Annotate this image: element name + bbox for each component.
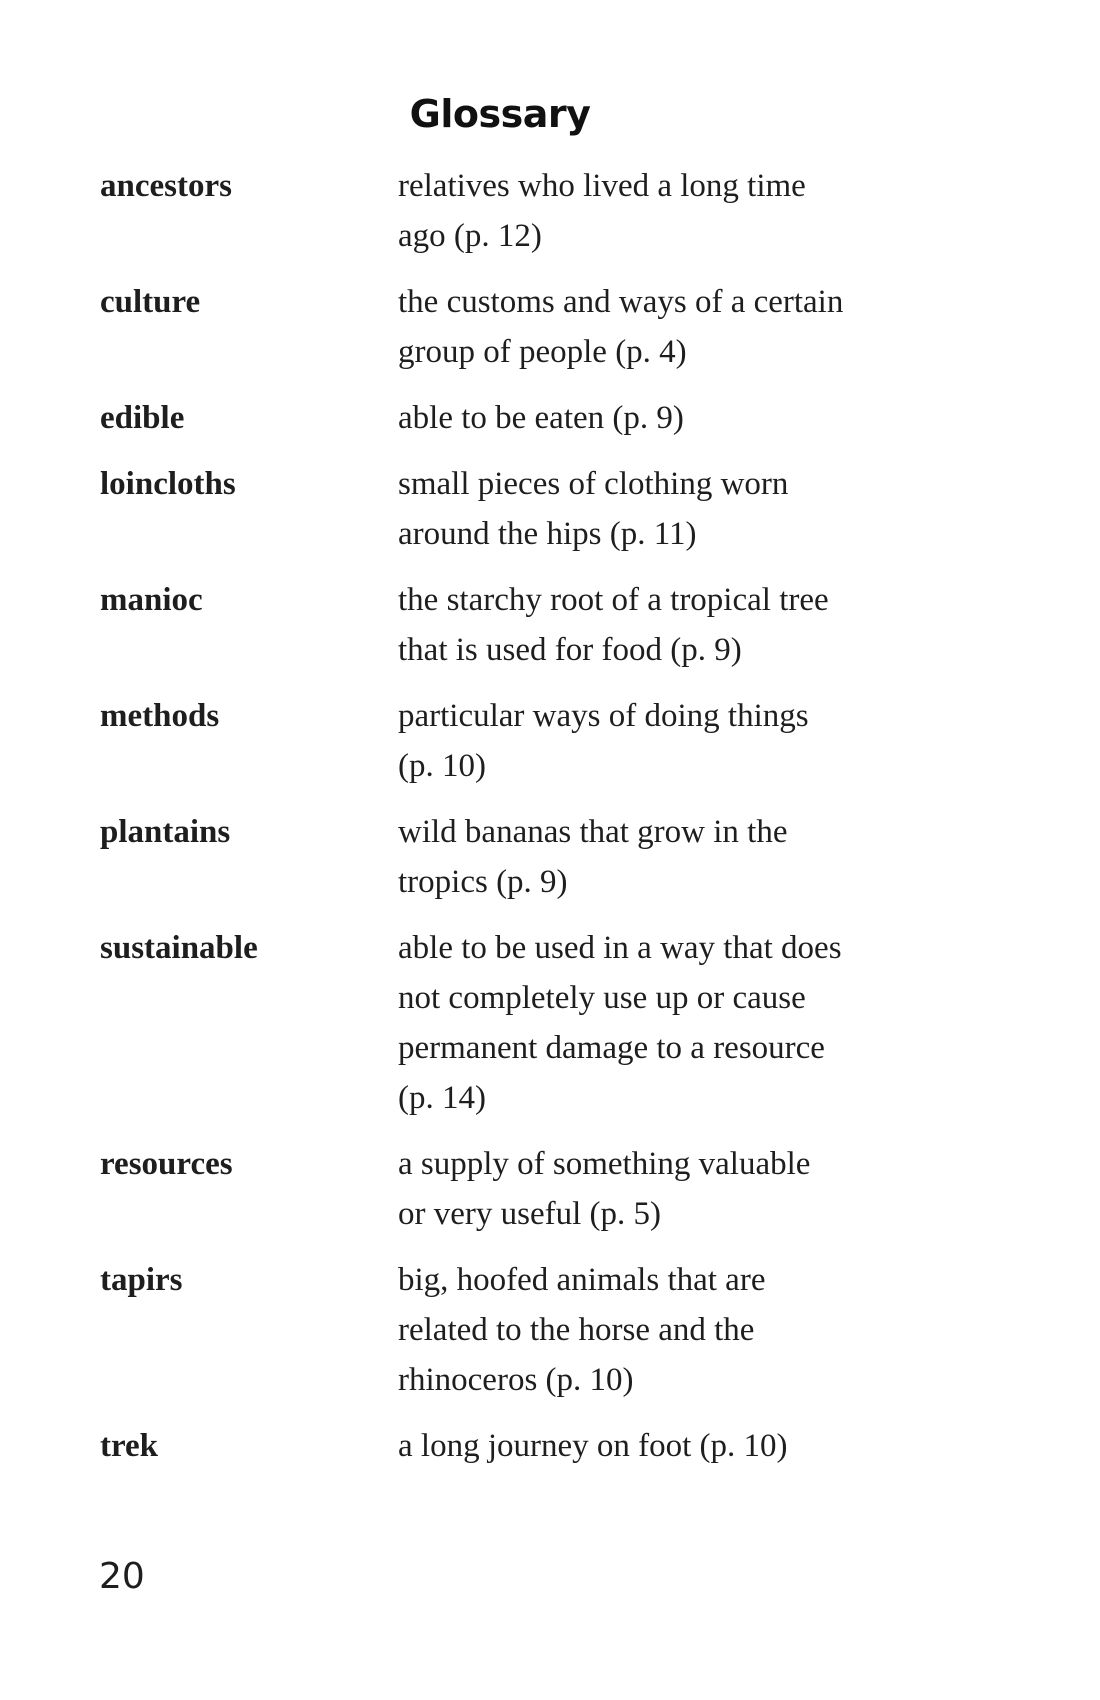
- glossary-definition: able to be eaten (p. 9): [398, 393, 684, 443]
- glossary-term: manioc: [100, 582, 203, 618]
- glossary-definition: wild bananas that grow in the tropics (p…: [398, 807, 788, 907]
- definition-line: a long journey on foot (p. 10): [398, 1428, 788, 1464]
- glossary-definition: the starchy root of a tropical tree that…: [398, 575, 829, 675]
- definition-line: permanent damage to a resource: [398, 1030, 825, 1066]
- definition-line: big, hoofed animals that are: [398, 1262, 766, 1298]
- definition-line: small pieces of clothing worn: [398, 466, 789, 502]
- definition-line: able to be eaten (p. 9): [398, 400, 684, 436]
- glossary-term: culture: [100, 284, 201, 320]
- definition-line: related to the horse and the: [398, 1312, 755, 1348]
- definition-line: that is used for food (p. 9): [398, 632, 742, 668]
- glossary-term: loincloths: [100, 466, 236, 502]
- glossary-term: resources: [100, 1146, 233, 1182]
- definition-line: able to be used in a way that does: [398, 930, 842, 966]
- page-title: Glossary: [409, 92, 591, 136]
- glossary-definition: particular ways of doing things (p. 10): [398, 691, 809, 791]
- glossary-definition: small pieces of clothing worn around the…: [398, 459, 788, 559]
- definition-line: tropics (p. 9): [398, 864, 568, 900]
- definition-line: ago (p. 12): [398, 218, 542, 254]
- definition-line: relatives who lived a long time: [398, 168, 806, 204]
- page-number: 20: [99, 1556, 145, 1597]
- glossary-term: ancestors: [100, 168, 232, 204]
- definition-line: or very useful (p. 5): [398, 1196, 662, 1232]
- glossary-definition: a supply of something valuable or very u…: [398, 1139, 810, 1239]
- glossary-term: tapirs: [100, 1262, 183, 1298]
- glossary-term: plantains: [100, 814, 231, 850]
- glossary-definition: relatives who lived a long time ago (p. …: [398, 161, 806, 261]
- definition-line: around the hips (p. 11): [398, 516, 697, 552]
- definition-line: the customs and ways of a certain: [398, 284, 844, 320]
- definition-line: particular ways of doing things: [398, 698, 809, 734]
- definition-line: not completely use up or cause: [398, 980, 806, 1016]
- definition-line: (p. 10): [398, 748, 486, 784]
- glossary-term: methods: [100, 698, 220, 734]
- glossary-term: edible: [100, 400, 185, 436]
- glossary-definition: a long journey on foot (p. 10): [398, 1421, 788, 1471]
- definition-line: the starchy root of a tropical tree: [398, 582, 829, 618]
- glossary-definition: able to be used in a way that does not c…: [398, 923, 842, 1123]
- glossary-term: trek: [100, 1428, 159, 1464]
- definition-line: wild bananas that grow in the: [398, 814, 788, 850]
- glossary-term: sustainable: [100, 930, 258, 966]
- glossary-definition: big, hoofed animals that are related to …: [398, 1255, 765, 1405]
- definition-line: (p. 14): [398, 1080, 486, 1116]
- definition-line: group of people (p. 4): [398, 334, 687, 370]
- definition-line: a supply of something valuable: [398, 1146, 811, 1182]
- glossary-definition: the customs and ways of a certain group …: [398, 277, 843, 377]
- definition-line: rhinoceros (p. 10): [398, 1362, 634, 1398]
